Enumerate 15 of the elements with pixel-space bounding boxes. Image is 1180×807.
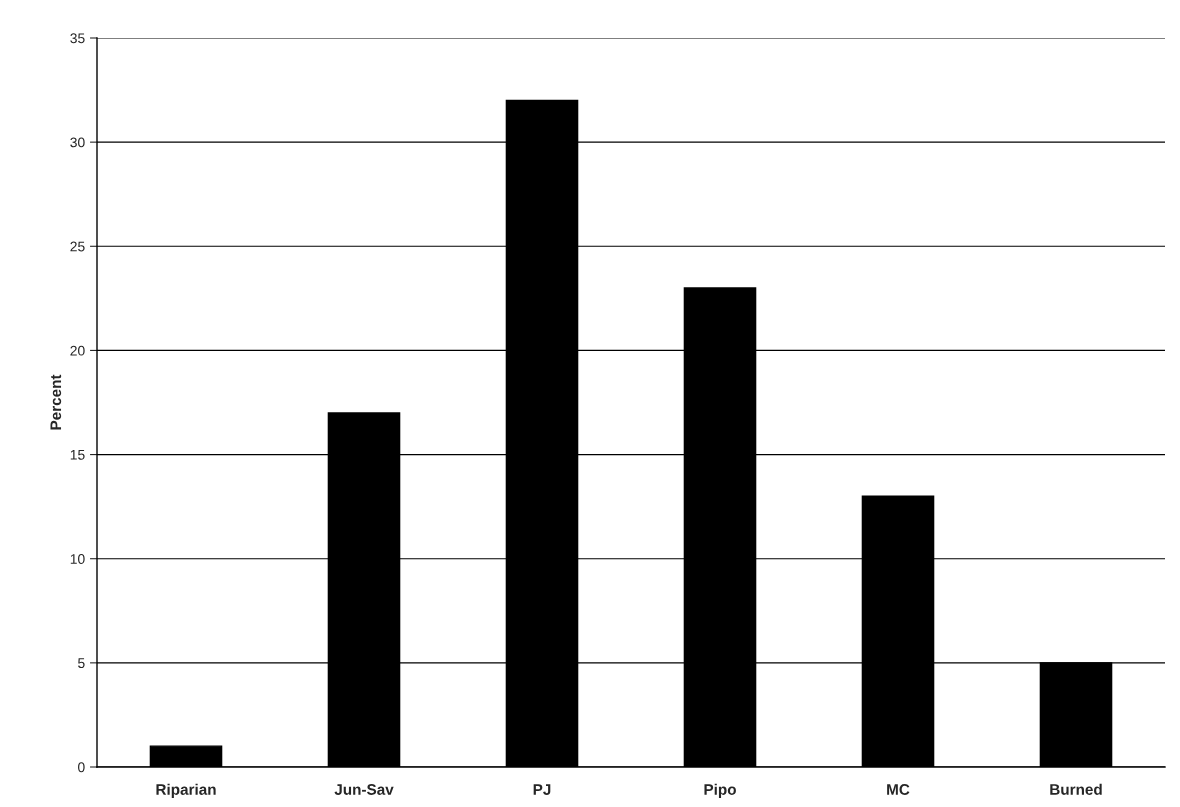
x-tick-label: Riparian [156, 783, 216, 798]
y-axis-title: Percent [50, 374, 62, 430]
y-tick-label: 0 [78, 762, 85, 773]
x-tick-label: Pipo [704, 783, 736, 798]
x-tick-label: PJ [533, 784, 551, 795]
y-tick-label: 10 [70, 554, 85, 564]
x-tick-label: MC [887, 784, 910, 795]
x-tick-label: Burned [1050, 783, 1102, 795]
y-tick-label: 35 [70, 33, 85, 44]
x-tick-label: Jun-Sav [334, 784, 394, 795]
y-tick-label: 25 [70, 241, 85, 252]
y-tick-label: 20 [70, 345, 85, 356]
y-tick-label: 5 [78, 658, 85, 669]
y-tick-label: 15 [70, 450, 85, 460]
y-tick-label: 30 [70, 137, 85, 148]
